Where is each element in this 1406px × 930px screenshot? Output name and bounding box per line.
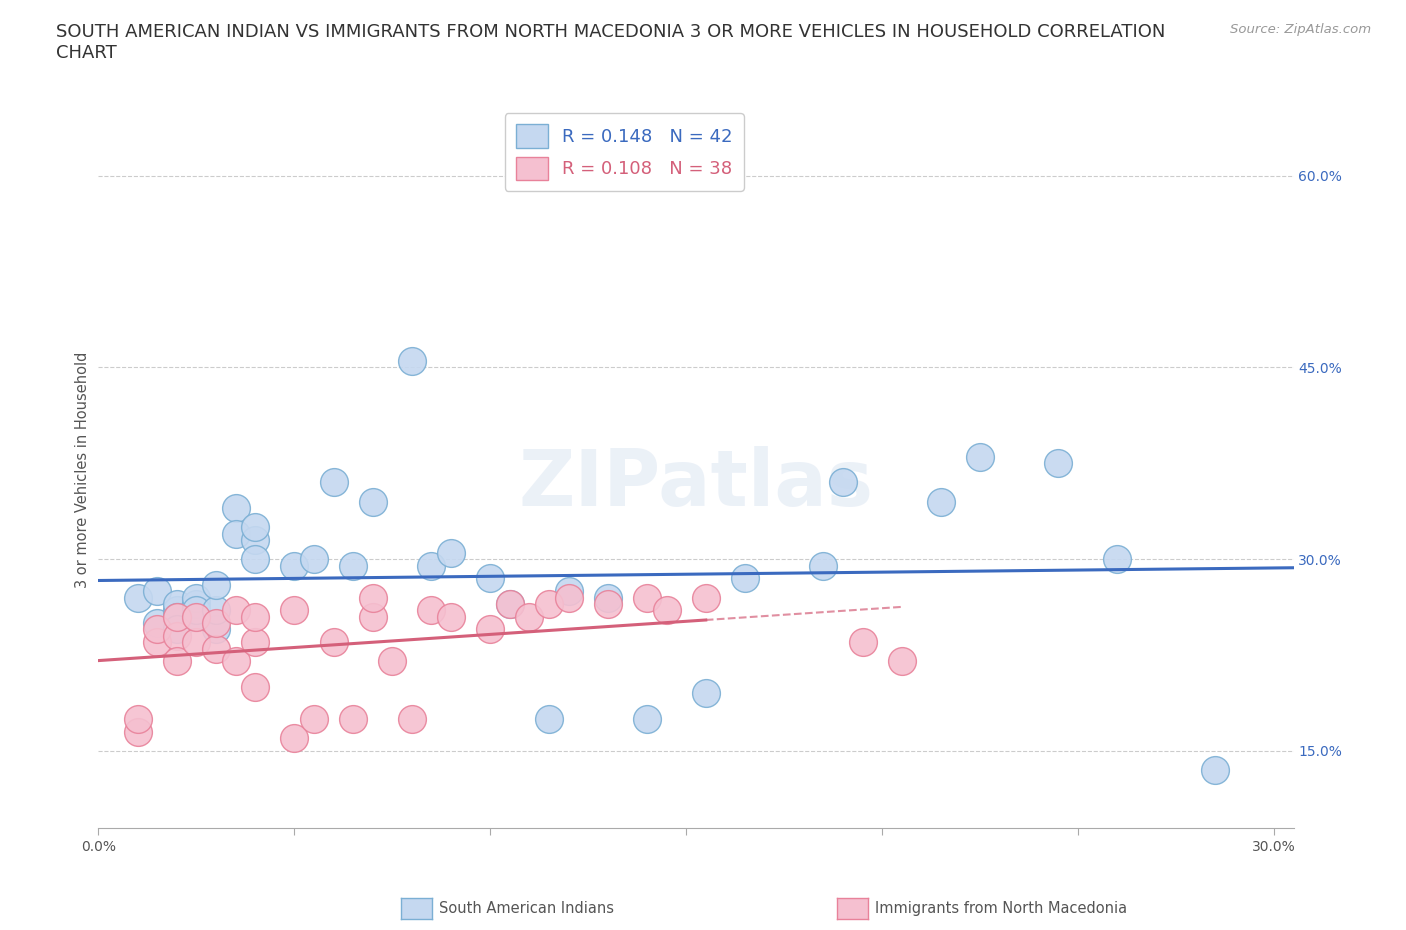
Point: [695, 590, 717, 604]
Point: [225, 500, 247, 515]
Point: [420, 558, 443, 573]
Point: [557, 590, 579, 604]
Point: [166, 629, 188, 644]
Point: [695, 686, 717, 701]
Point: [166, 622, 188, 637]
Point: [557, 584, 579, 599]
Point: [322, 475, 344, 490]
Point: [361, 590, 384, 604]
Point: [186, 635, 208, 650]
Point: [186, 609, 208, 624]
Point: [832, 475, 855, 490]
Point: [243, 609, 266, 624]
Point: [146, 635, 169, 650]
Point: [127, 590, 149, 604]
Point: [166, 596, 188, 611]
Point: [166, 654, 188, 669]
Point: [537, 596, 560, 611]
Point: [361, 609, 384, 624]
Point: [146, 622, 169, 637]
Point: [401, 711, 423, 726]
Point: [205, 642, 228, 657]
Point: [283, 603, 305, 618]
Point: [381, 654, 404, 669]
Point: [851, 635, 873, 650]
Point: [401, 353, 423, 368]
Point: [205, 622, 228, 637]
Point: [440, 609, 463, 624]
Point: [537, 711, 560, 726]
Point: [636, 590, 658, 604]
Point: [225, 654, 247, 669]
Text: Source: ZipAtlas.com: Source: ZipAtlas.com: [1230, 23, 1371, 36]
Y-axis label: 3 or more Vehicles in Household: 3 or more Vehicles in Household: [75, 352, 90, 588]
Point: [166, 603, 188, 618]
Point: [127, 724, 149, 739]
Point: [186, 603, 208, 618]
Point: [243, 680, 266, 695]
Point: [243, 551, 266, 566]
Point: [519, 609, 541, 624]
Point: [243, 635, 266, 650]
Point: [342, 711, 364, 726]
Point: [1047, 456, 1070, 471]
Point: [479, 571, 502, 586]
Point: [440, 545, 463, 560]
Text: South American Indians: South American Indians: [439, 901, 613, 916]
Point: [596, 596, 619, 611]
Point: [636, 711, 658, 726]
Point: [205, 603, 228, 618]
Point: [813, 558, 835, 573]
Point: [166, 609, 188, 624]
Text: ZIPatlas: ZIPatlas: [519, 446, 873, 522]
Point: [734, 571, 756, 586]
Point: [969, 449, 991, 464]
Point: [243, 533, 266, 548]
Point: [146, 584, 169, 599]
Point: [596, 590, 619, 604]
Point: [283, 558, 305, 573]
Point: [186, 609, 208, 624]
Point: [127, 711, 149, 726]
Point: [342, 558, 364, 573]
Point: [186, 596, 208, 611]
Point: [929, 494, 952, 509]
Point: [499, 596, 522, 611]
Point: [302, 551, 325, 566]
Point: [322, 635, 344, 650]
Point: [243, 520, 266, 535]
Point: [205, 578, 228, 592]
Point: [225, 526, 247, 541]
Point: [205, 616, 228, 631]
Point: [361, 494, 384, 509]
Point: [1204, 763, 1226, 777]
Point: [420, 603, 443, 618]
Point: [499, 596, 522, 611]
Point: [1107, 551, 1129, 566]
Point: [225, 603, 247, 618]
Point: [186, 590, 208, 604]
Text: Immigrants from North Macedonia: Immigrants from North Macedonia: [875, 901, 1126, 916]
Point: [146, 616, 169, 631]
Legend: R = 0.148   N = 42, R = 0.108   N = 38: R = 0.148 N = 42, R = 0.108 N = 38: [505, 113, 744, 191]
Point: [890, 654, 912, 669]
Point: [479, 622, 502, 637]
Text: SOUTH AMERICAN INDIAN VS IMMIGRANTS FROM NORTH MACEDONIA 3 OR MORE VEHICLES IN H: SOUTH AMERICAN INDIAN VS IMMIGRANTS FROM…: [56, 23, 1166, 62]
Point: [302, 711, 325, 726]
Point: [283, 731, 305, 746]
Point: [166, 609, 188, 624]
Point: [655, 603, 678, 618]
